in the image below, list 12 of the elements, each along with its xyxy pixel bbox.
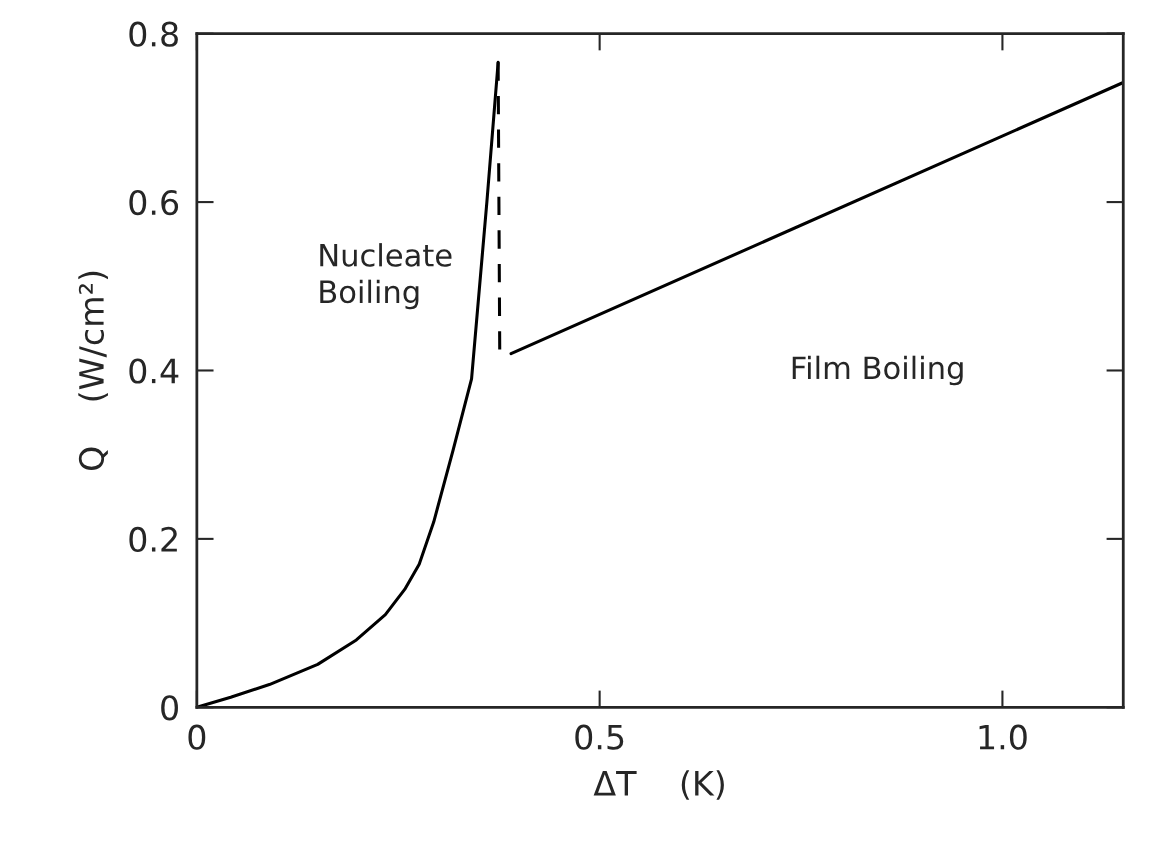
y-tick-label: 0.2 (129, 526, 177, 553)
y-tick-label: 0 (161, 695, 178, 721)
x-tick-label: 0 (188, 724, 206, 750)
y-tick-label: 0.8 (129, 21, 178, 47)
y-tick-label: 0.6 (129, 190, 179, 216)
x-tick-label: 0.5 (575, 724, 624, 750)
x-axis-title: ΔT (K) (593, 770, 724, 800)
annotation: Nucleate Boiling (320, 243, 452, 310)
annotation: Film Boiling (792, 355, 963, 386)
y-axis-title: Q (W/cm²) (78, 271, 108, 471)
x-tick-label: 1.0 (979, 724, 1027, 750)
y-tick-label: 0.4 (129, 358, 179, 384)
